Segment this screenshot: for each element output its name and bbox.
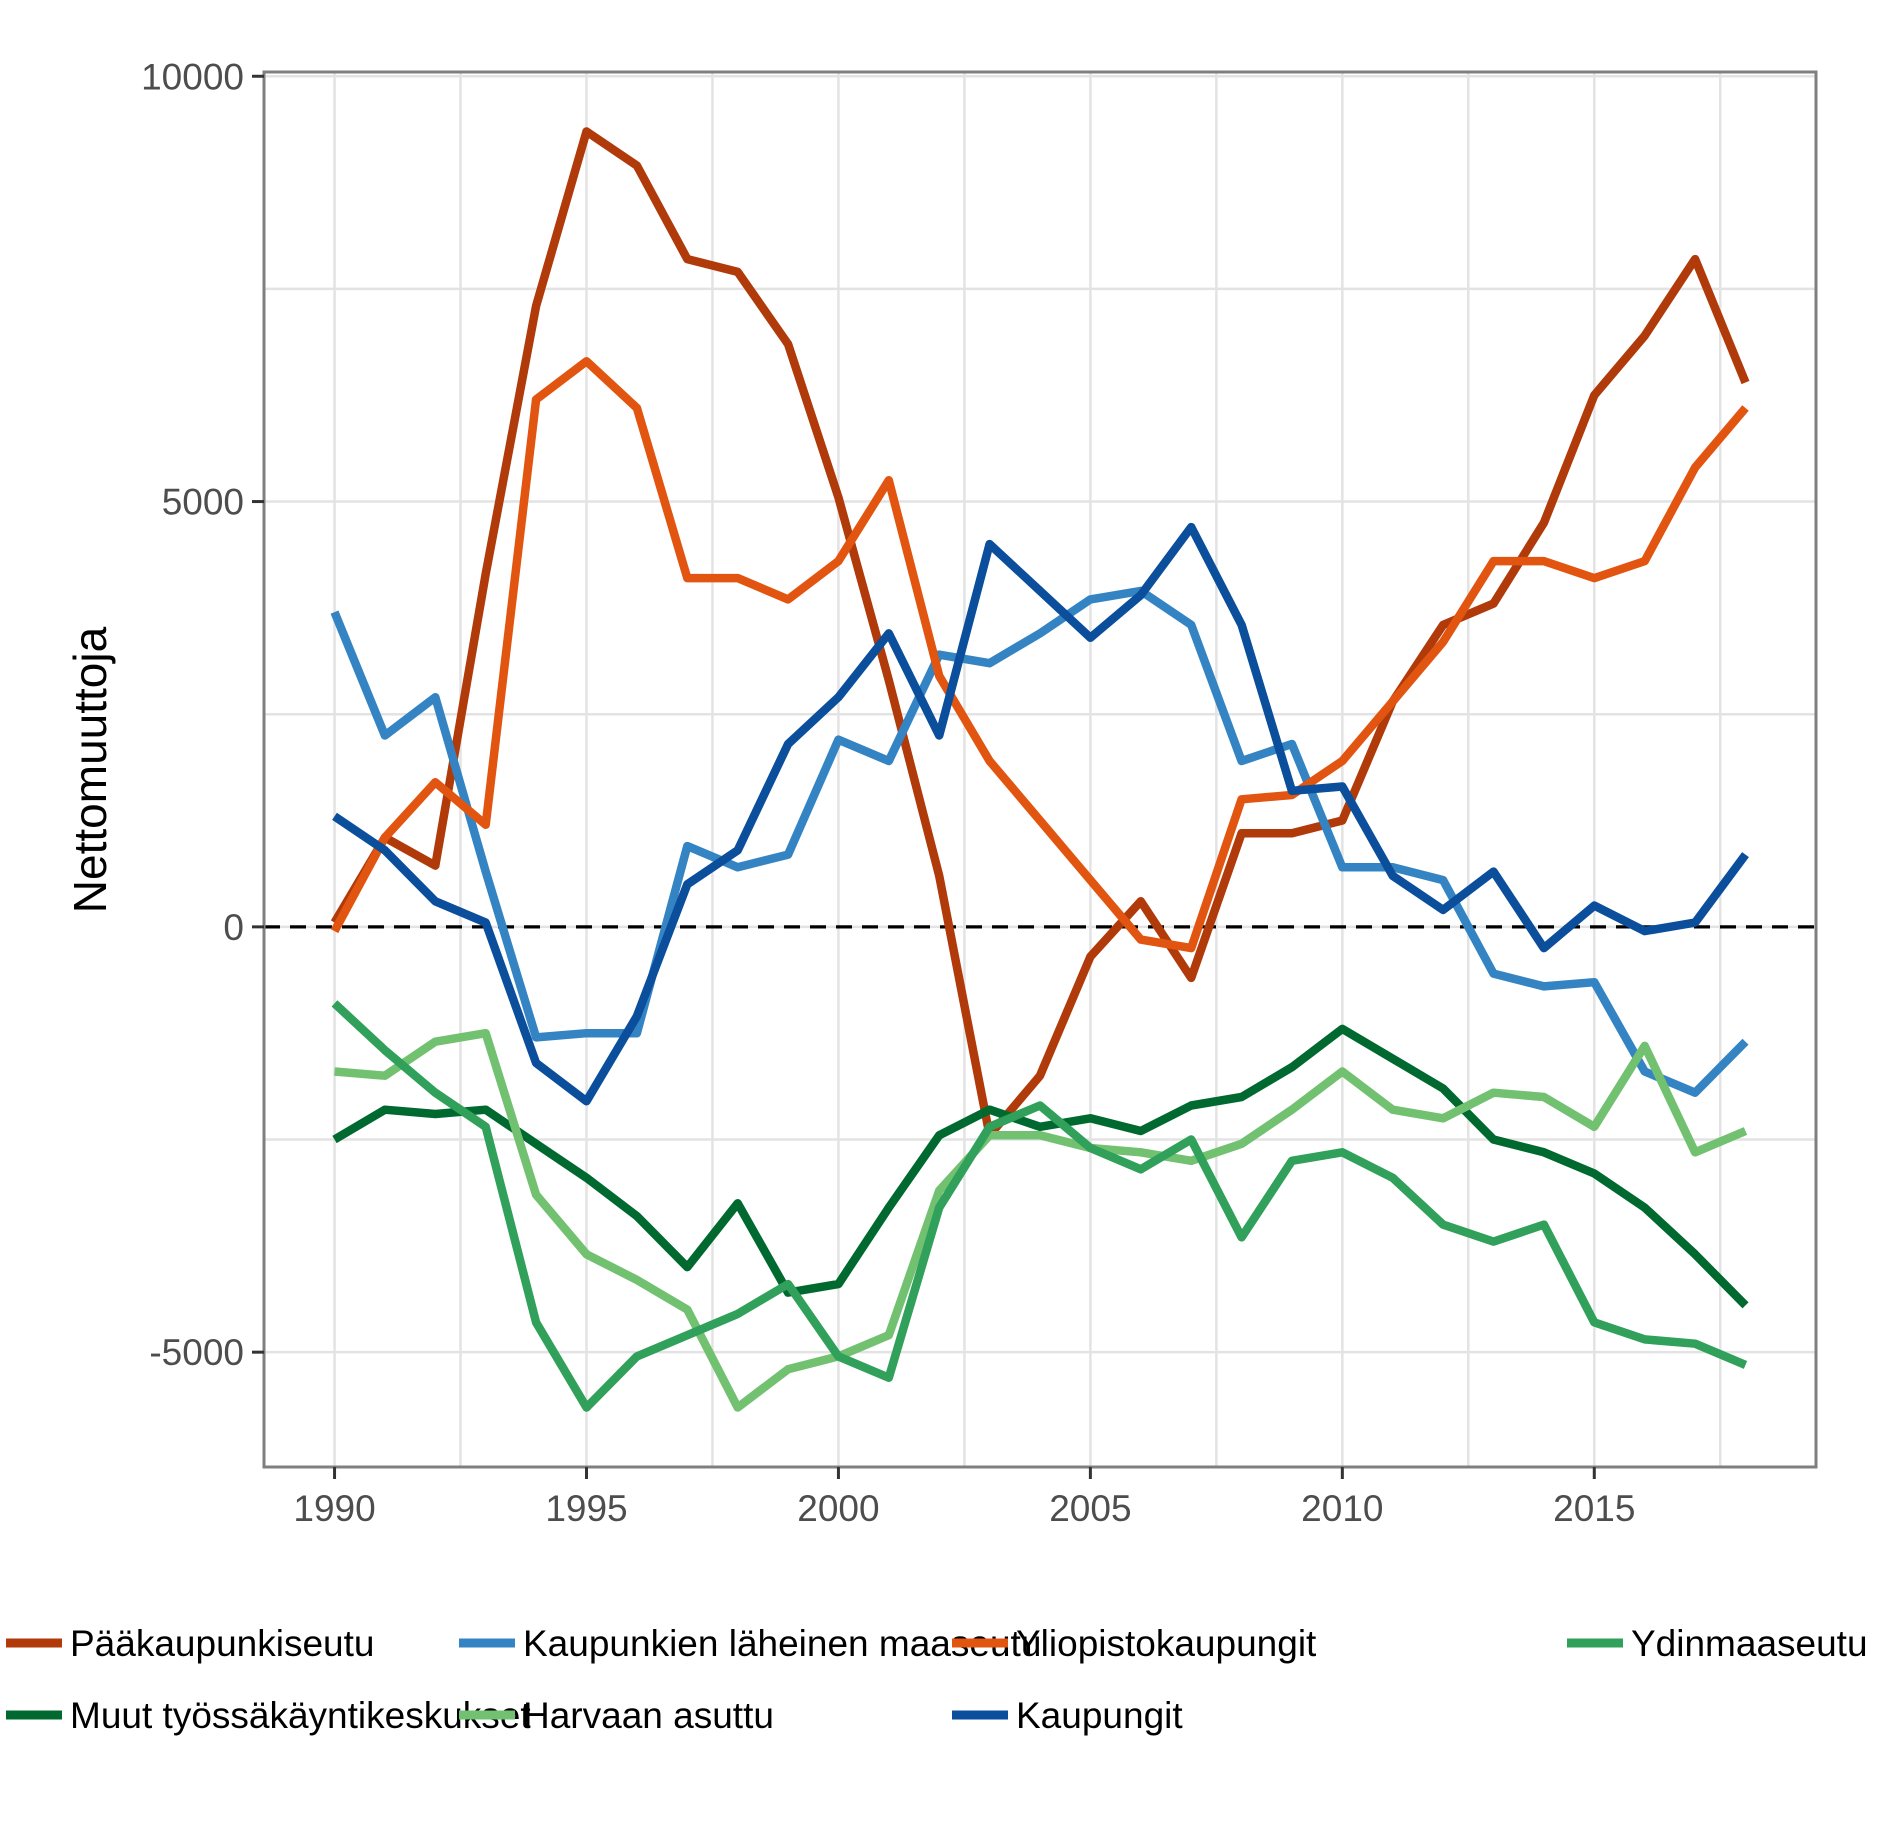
y-axis-title: Nettomuuttoja <box>64 626 116 913</box>
plot-panel-border <box>262 70 1818 1469</box>
legend-label: Harvaan asuttu <box>523 1695 774 1736</box>
series-line <box>330 356 1749 953</box>
x-tick-label: 1995 <box>545 1488 627 1529</box>
series-line <box>332 522 1749 1106</box>
y-tick-label: 5000 <box>162 482 244 523</box>
x-tick-label: 2000 <box>797 1488 879 1529</box>
series-line <box>330 127 1750 1140</box>
legend-label: Ydinmaaseutu <box>1631 1623 1868 1664</box>
legend-label: Pääkaupunkiseutu <box>70 1623 374 1664</box>
x-tick-label: 2005 <box>1049 1488 1131 1529</box>
series-line <box>332 1024 1749 1309</box>
series-lines <box>330 127 1750 1412</box>
series-line <box>331 1000 1748 1412</box>
x-tick-label: 1990 <box>293 1488 375 1529</box>
x-tick-label: 2010 <box>1301 1488 1383 1529</box>
y-tick-label: 10000 <box>141 56 244 97</box>
y-tick-label: -5000 <box>149 1332 244 1373</box>
grid-lines <box>264 72 1816 1467</box>
series-line <box>334 1028 1748 1412</box>
series-line <box>330 586 1749 1097</box>
legend-label: Yliopistokaupungit <box>1016 1623 1317 1664</box>
legend: Pääkaupunkiseutu Muut työssäkäyntikeskuks… <box>6 1623 1868 1736</box>
y-tick-label: 0 <box>223 907 244 948</box>
legend-label: Muut työssäkäyntikeskukset <box>70 1695 531 1736</box>
x-tick-label: 2015 <box>1553 1488 1635 1529</box>
legend-label: Kaupungit <box>1016 1695 1183 1736</box>
axes: -5000 0 5000 10000 1990 1995 2000 2005 2010 2015 <box>141 56 1635 1529</box>
